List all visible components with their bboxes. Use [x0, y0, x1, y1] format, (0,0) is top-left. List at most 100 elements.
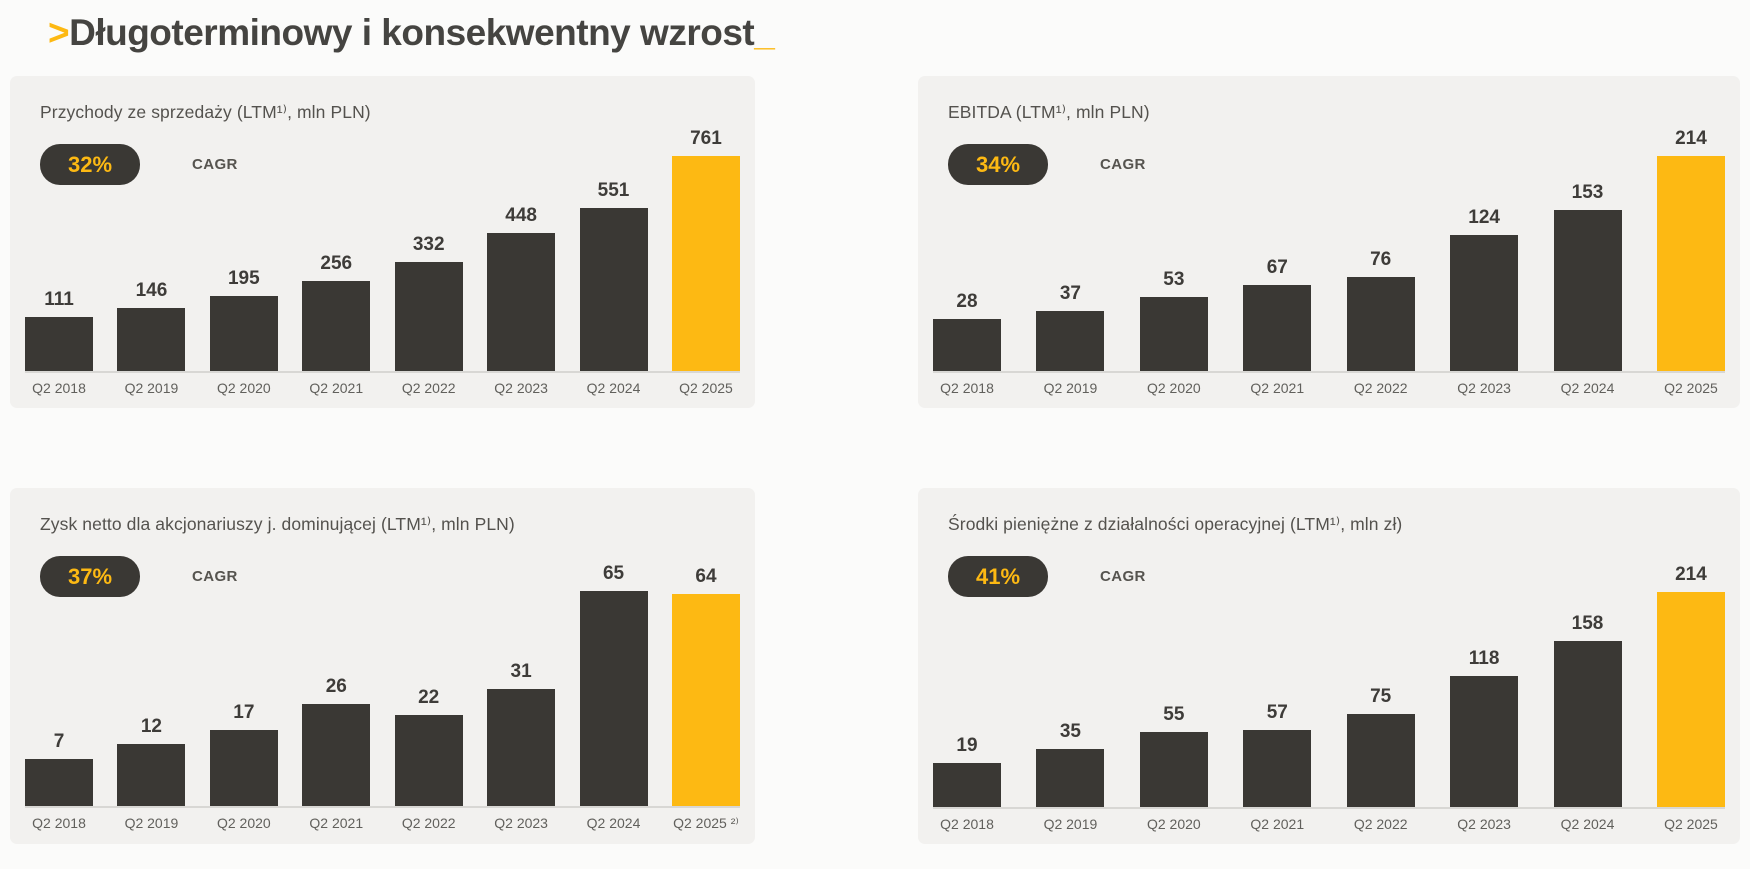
x-axis-tick-label: Q2 2020 — [216, 380, 271, 396]
cagr-badge: 37% — [40, 556, 140, 597]
bar — [1243, 730, 1312, 807]
bar-value-label: 17 — [233, 702, 255, 723]
bar-group: 28 — [933, 291, 1001, 371]
bar-value-label: 146 — [135, 280, 168, 301]
chart-title: Środki pieniężne z działalności operacyj… — [948, 514, 1403, 534]
page-title: >Długoterminowy i konsekwentny wzrost_ — [48, 12, 1750, 54]
cagr-label: CAGR — [1100, 156, 1146, 173]
bar-group: 214 — [1656, 564, 1725, 807]
slide-header: >Długoterminowy i konsekwentny wzrost_ — [0, 0, 1750, 76]
bar — [1243, 285, 1312, 371]
bar-chart: 19 35 55 57 75 118 158 214 Q2 2018 Q2 2019 Q2 202… — [933, 557, 1725, 832]
chart-title: Przychody ze sprzedaży (LTM¹⁾, mln PLN) — [40, 102, 371, 122]
title-cursor: _ — [754, 12, 775, 53]
bar — [1036, 749, 1105, 807]
bar-highlighted — [1656, 592, 1725, 807]
bar — [1139, 297, 1208, 371]
bar-group: 195 — [209, 268, 278, 371]
x-axis-tick-label: Q2 2019 — [1043, 816, 1098, 832]
bar-group: 26 — [302, 676, 371, 806]
bar — [25, 759, 93, 806]
bar-value-label: 214 — [1675, 128, 1707, 149]
bar-value-label: 57 — [1266, 702, 1288, 723]
bar-value-label: 256 — [320, 253, 353, 274]
x-axis-tick-label: Q2 2018 — [32, 380, 86, 396]
bar-group: 332 — [394, 234, 463, 371]
x-axis-tick-label: Q2 2018 — [940, 816, 994, 832]
bar-group: 37 — [1036, 283, 1105, 371]
x-axis-tick-label: Q2 2022 — [1353, 380, 1408, 396]
x-axis-labels: Q2 2018 Q2 2019 Q2 2020 Q2 2021 Q2 2022 Q2 20… — [25, 380, 740, 396]
cagr-value: 37% — [67, 563, 113, 589]
bar-group: 31 — [487, 661, 556, 806]
charts-grid: Przychody ze sprzedaży (LTM¹⁾, mln PLN) … — [0, 76, 1750, 844]
x-axis-tick-label: Q2 2025 — [1664, 816, 1718, 832]
x-axis-tick-label: Q2 2024 — [1560, 816, 1615, 832]
bar-value-label: 31 — [510, 661, 532, 682]
bar-highlighted — [1656, 156, 1725, 371]
bar-chart: 7 12 17 26 22 31 65 64 Q2 2018 Q2 2019 Q2 2020 Q2 … — [25, 556, 740, 832]
x-axis-tick-label: Q2 2021 — [309, 380, 364, 396]
bar — [302, 704, 371, 806]
bar-value-label: 153 — [1571, 182, 1604, 203]
bar-value-label: 214 — [1675, 564, 1707, 585]
cagr-badge: 41% — [948, 556, 1048, 597]
bar-group: 35 — [1036, 721, 1105, 807]
x-axis-tick-label: Q2 2025 ²⁾ — [673, 815, 739, 831]
x-axis-tick-label: Q2 2022 — [401, 380, 456, 396]
x-axis-tick-label: Q2 2021 — [1250, 816, 1305, 832]
bar-value-label: 761 — [690, 128, 722, 149]
bars-area: 7 12 17 26 22 31 65 64 — [25, 556, 740, 808]
bar-value-label: 124 — [1468, 207, 1500, 228]
bar-value-label: 64 — [695, 566, 717, 587]
x-axis-tick-label: Q2 2025 — [679, 380, 733, 396]
x-axis-tick-label: Q2 2020 — [216, 815, 271, 831]
bar — [1450, 676, 1519, 807]
bars-area: 111 146 195 256 332 448 551 761 — [25, 121, 740, 373]
cagr-row: 37% CAGR — [40, 556, 238, 597]
x-axis-tick-label: Q2 2018 — [940, 380, 994, 396]
x-axis-tick-label: Q2 2024 — [586, 380, 641, 396]
bar — [487, 233, 556, 371]
x-axis-tick-label: Q2 2024 — [586, 815, 641, 831]
bar-value-label: 28 — [956, 291, 978, 312]
x-axis-labels: Q2 2018 Q2 2019 Q2 2020 Q2 2021 Q2 2022 Q2 20… — [933, 380, 1725, 396]
bar-group: 214 — [1656, 128, 1725, 371]
bar-group: 75 — [1346, 686, 1415, 807]
x-axis-labels: Q2 2018 Q2 2019 Q2 2020 Q2 2021 Q2 2022 Q2 20… — [25, 815, 740, 832]
bar — [487, 689, 556, 806]
bar-group: 12 — [117, 716, 186, 806]
bar — [579, 591, 648, 806]
bar-value-label: 55 — [1163, 704, 1185, 725]
bar-group: 448 — [487, 205, 556, 371]
bar-group: 55 — [1139, 704, 1208, 807]
bar-value-label: 76 — [1370, 249, 1392, 270]
bar — [579, 208, 648, 371]
bar — [394, 715, 463, 806]
bar-value-label: 551 — [597, 180, 630, 201]
bars-area: 19 35 55 57 75 118 158 214 — [933, 557, 1725, 809]
bar-group: 111 — [25, 289, 93, 371]
bar — [1036, 311, 1105, 371]
bar-value-label: 22 — [418, 687, 440, 708]
bar-chart: 28 37 53 67 76 124 153 214 Q2 2018 Q2 2019 Q2 202… — [933, 121, 1725, 396]
bar-group: 124 — [1450, 207, 1519, 371]
bar — [1553, 641, 1622, 807]
chart-panel-net-profit: Zysk netto dla akcjonariuszy j. dominują… — [10, 488, 755, 844]
bar — [117, 744, 186, 806]
bar-value-label: 111 — [44, 289, 74, 310]
x-axis-tick-label: Q2 2023 — [1457, 380, 1511, 396]
bar — [1346, 714, 1415, 807]
bar — [209, 730, 278, 806]
bar-value-label: 12 — [140, 716, 162, 737]
bar-value-label: 53 — [1163, 269, 1185, 290]
bar-value-label: 26 — [325, 676, 347, 697]
bar-group: 7 — [25, 731, 93, 806]
cagr-label: CAGR — [192, 156, 238, 173]
bar-group: 57 — [1243, 702, 1312, 807]
bar-group: 65 — [579, 563, 648, 806]
x-axis-tick-label: Q2 2025 — [1664, 380, 1718, 396]
cagr-badge: 32% — [40, 144, 140, 185]
x-axis-tick-label: Q2 2018 — [32, 815, 86, 831]
